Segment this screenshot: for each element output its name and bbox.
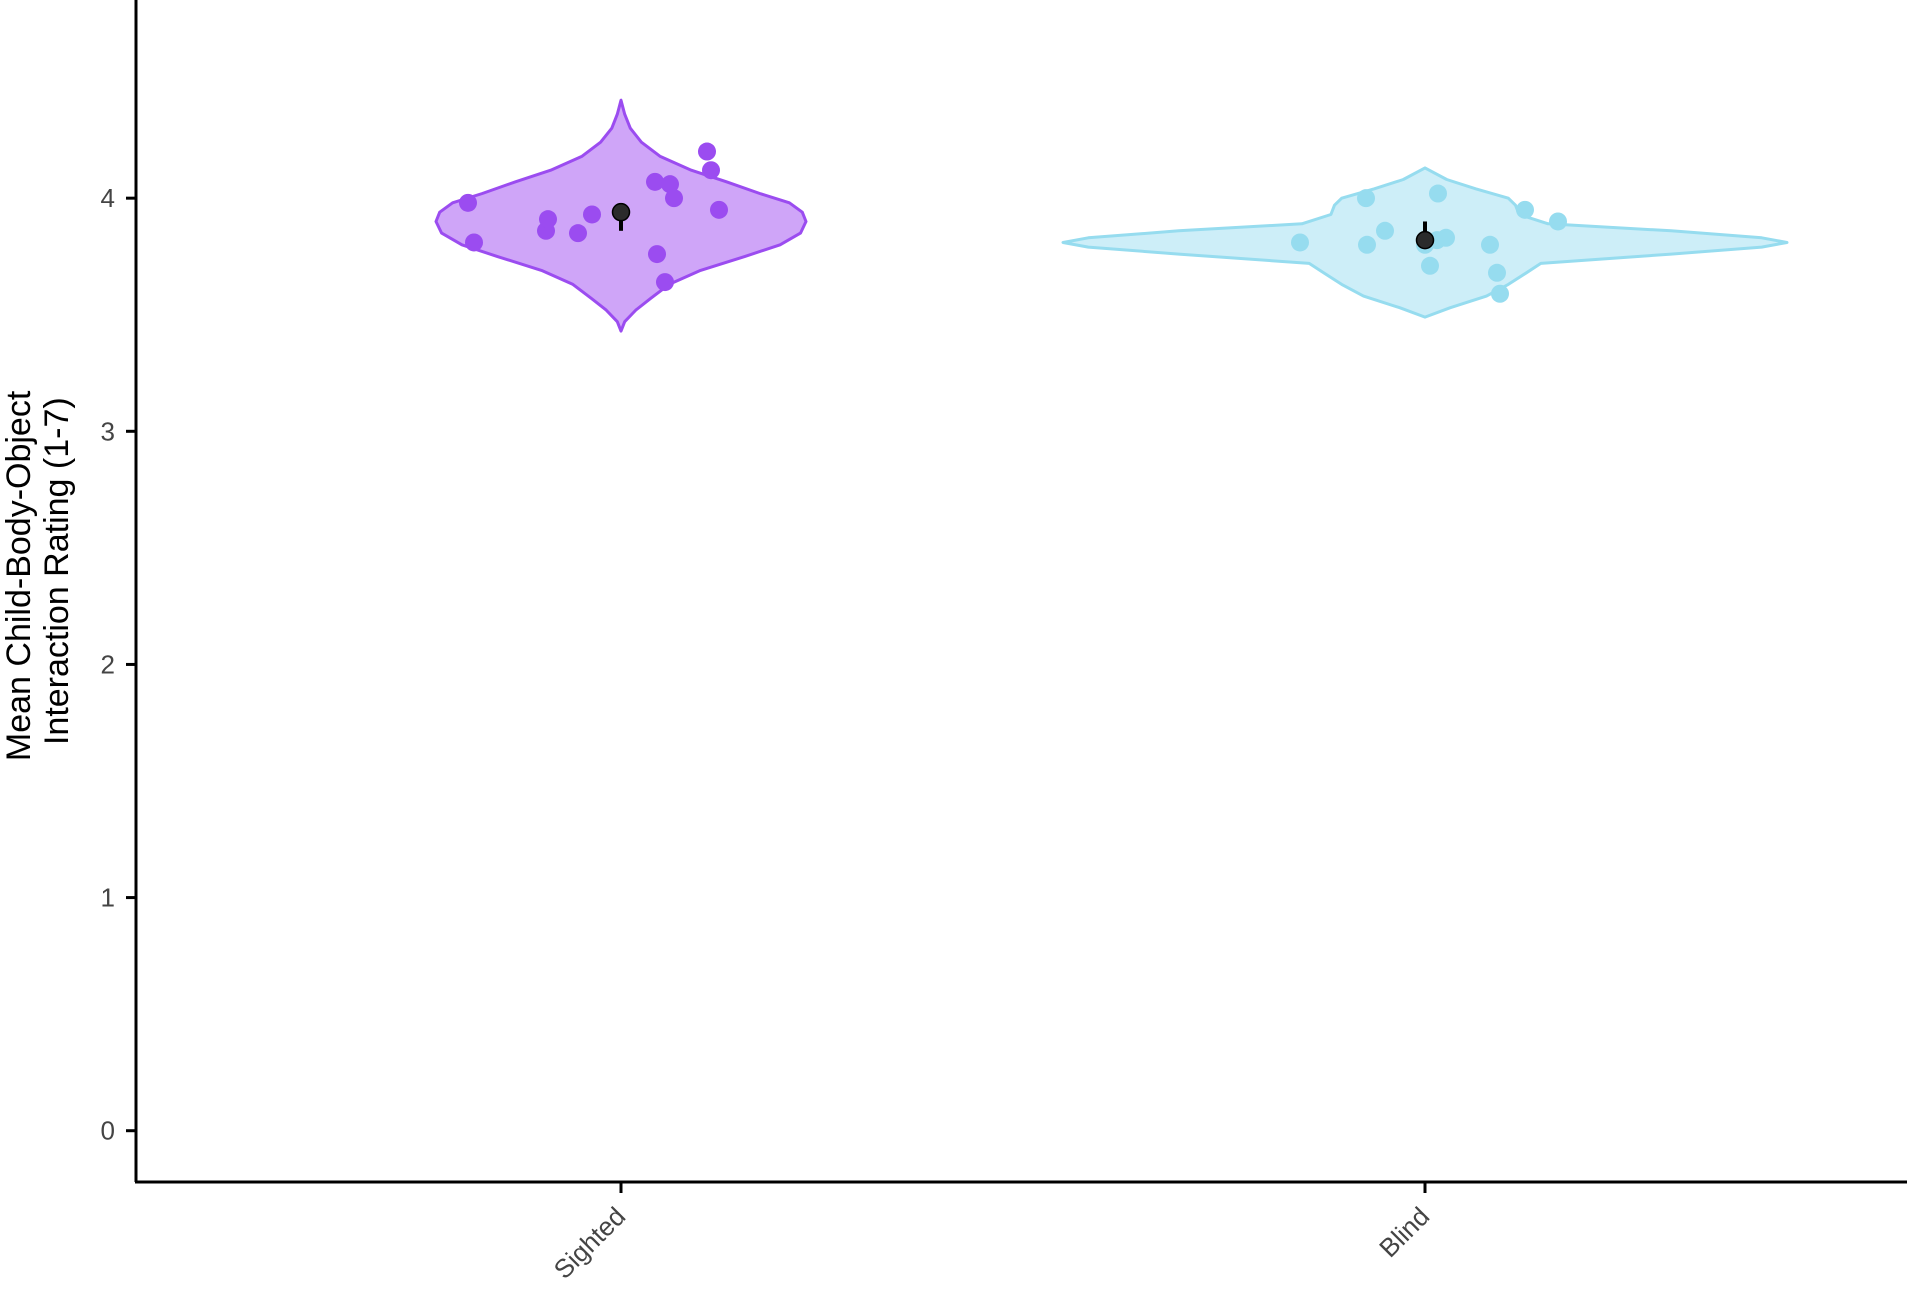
y-tick-label: 2 (101, 649, 115, 679)
data-point-sighted (656, 273, 674, 292)
data-point-blind (1429, 184, 1447, 203)
data-point-blind (1488, 263, 1506, 282)
y-axis-title-line-1: Mean Child-Body-Object (0, 390, 38, 761)
data-point-sighted (459, 193, 477, 212)
data-point-blind (1421, 256, 1439, 275)
data-point-blind (1481, 235, 1499, 254)
y-tick-label: 4 (101, 183, 115, 213)
data-point-sighted (648, 245, 666, 264)
mean-point-sighted (611, 202, 631, 222)
data-point-blind (1358, 235, 1376, 254)
data-point-blind (1516, 200, 1534, 219)
data-point-sighted (702, 161, 720, 180)
data-point-sighted (698, 142, 716, 161)
data-point-sighted (583, 205, 601, 224)
data-point-sighted (710, 200, 728, 219)
mean-point-blind (1415, 230, 1435, 250)
y-tick-label: 1 (101, 883, 115, 913)
data-point-sighted (465, 233, 483, 252)
data-point-blind (1549, 212, 1567, 231)
data-point-blind (1357, 189, 1375, 208)
axes: 0 1 2 3 4 Sighted Blind (101, 183, 1436, 1284)
y-axis-title-line-2: Interaction Rating (1-7) (38, 397, 76, 745)
data-point-sighted (646, 172, 664, 191)
data-point-sighted (569, 224, 587, 243)
y-tick-label: 0 (101, 1116, 115, 1146)
data-point-sighted (665, 189, 683, 208)
data-point-blind (1376, 221, 1394, 240)
data-point-blind (1437, 228, 1455, 247)
data-point-sighted (661, 175, 679, 194)
y-tick-label: 3 (101, 416, 115, 446)
data-point-sighted (539, 210, 557, 229)
x-tick-label: Blind (1373, 1201, 1435, 1263)
x-tick-label: Sighted (548, 1201, 632, 1285)
data-point-blind (1491, 284, 1509, 303)
data-point-blind (1291, 233, 1309, 252)
plot-area (434, 98, 1789, 333)
y-axis-title: Mean Child-Body-Object Interaction Ratin… (0, 381, 76, 761)
